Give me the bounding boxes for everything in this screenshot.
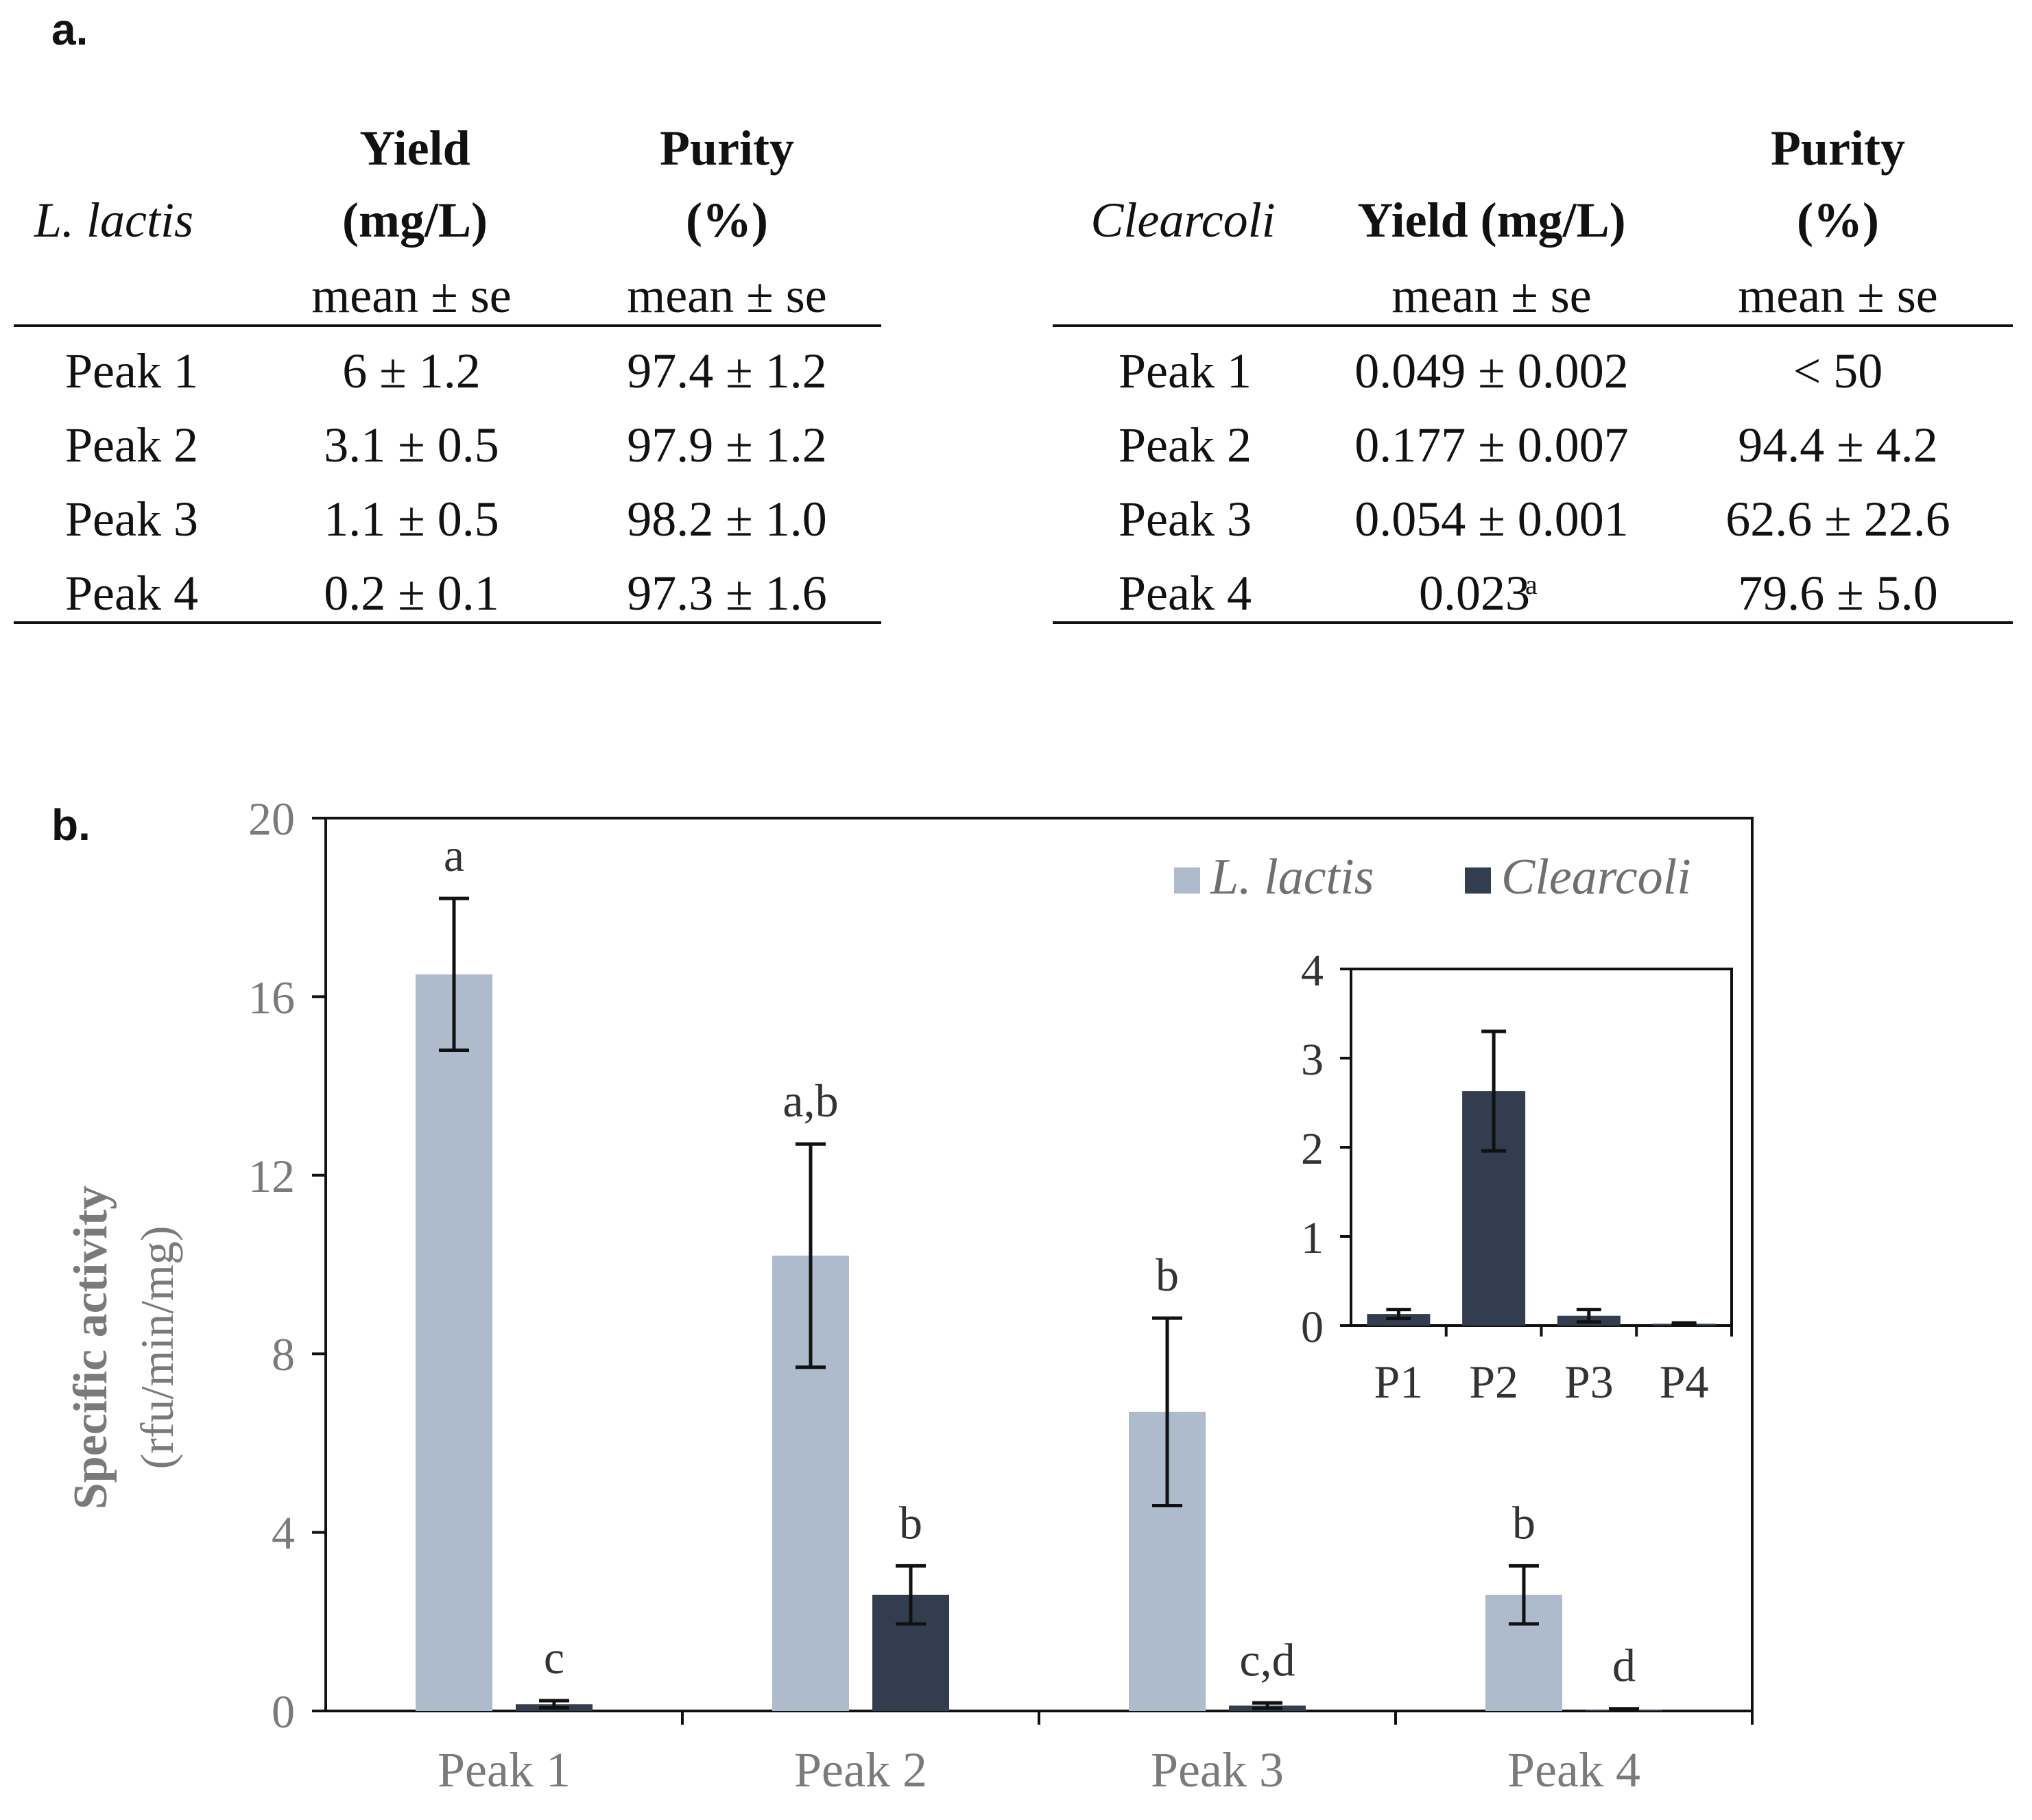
sig-letter-clearcoli-peak-2: b [899, 1496, 922, 1548]
main-ylabel: Specific activity [64, 1186, 117, 1509]
sig-letter-l-lactis-peak-4: b [1512, 1496, 1535, 1548]
right-row-2-peak: Peak 2 [1119, 418, 1252, 472]
legend-label-clearcoli: Clearcoli [1501, 849, 1691, 905]
right-table-purity-header-line2: (%) [1797, 193, 1879, 248]
right-row-4-yield-sup: a [1525, 569, 1538, 600]
bar-l-lactis-peak-1 [416, 974, 492, 1711]
left-row-3-purity: 98.2 ± 1.0 [627, 492, 827, 547]
left-row-2-peak: Peak 2 [65, 418, 198, 472]
legend-swatch-clearcoli [1465, 867, 1491, 894]
y-tick-label-12: 12 [248, 1150, 295, 1202]
y-tick-label-16: 16 [248, 971, 295, 1023]
main-y-ticks: 0 4 8 12 16 20 [248, 793, 326, 1738]
right-row-1-peak: Peak 1 [1119, 344, 1252, 398]
right-row-4-purity: 79.6 ± 5.0 [1738, 566, 1938, 621]
y-tick-label-4: 4 [272, 1507, 295, 1559]
inset-x-tick-label-P4: P4 [1660, 1356, 1709, 1408]
legend-label-l-lactis: L. lactis [1210, 849, 1374, 905]
legend: L. lactis Clearcoli [1174, 849, 1691, 905]
x-tick-label-3: Peak 3 [1151, 1743, 1284, 1797]
right-row-4-peak: Peak 4 [1119, 566, 1252, 621]
left-table-yield-sub: mean ± se [311, 268, 511, 323]
right-table-yield-sub: mean ± se [1391, 268, 1591, 323]
right-row-3-purity: 62.6 ± 22.6 [1725, 492, 1950, 547]
left-table-purity-header-line1: Purity [660, 121, 794, 176]
left-table-yield-header-line1: Yield [359, 121, 470, 176]
inset-y-ticks: 0 1 2 3 4 [1301, 946, 1351, 1352]
right-row-1-yield: 0.049 ± 0.002 [1354, 344, 1629, 398]
right-row-3-yield: 0.054 ± 0.001 [1354, 492, 1629, 547]
right-row-2-yield: 0.177 ± 0.007 [1354, 418, 1629, 472]
right-row-1-purity: < 50 [1793, 344, 1883, 398]
left-row-1-purity: 97.4 ± 1.2 [627, 344, 827, 398]
y-tick-label-20: 20 [248, 793, 295, 845]
x-tick-label-4: Peak 4 [1507, 1743, 1640, 1797]
right-table-organism: Clearcoli [1090, 193, 1275, 248]
inset-y-tick-label-2: 2 [1301, 1124, 1324, 1174]
inset-y-tick-label-3: 3 [1301, 1035, 1324, 1085]
sig-letter-clearcoli-peak-4: d [1612, 1640, 1636, 1692]
right-table-yield-header: Yield (mg/L) [1357, 193, 1625, 248]
inset-x-tick-label-P3: P3 [1564, 1356, 1614, 1408]
main-ylabel-units: (rfu/min/mg) [131, 1225, 183, 1469]
inset-x-labels: P1 P2 P3 P4 [1374, 1326, 1733, 1408]
legend-swatch-l-lactis [1174, 867, 1200, 894]
sig-letter-l-lactis-peak-3: b [1156, 1249, 1179, 1301]
left-row-4-peak: Peak 4 [65, 566, 198, 621]
main-bars: a c a,b b b c,d b d [416, 829, 1662, 1712]
inset-x-tick-label-P2: P2 [1469, 1356, 1518, 1408]
sig-letter-clearcoli-peak-1: c [544, 1631, 564, 1684]
sig-letter-l-lactis-peak-2: a,b [782, 1075, 838, 1127]
left-table-purity-header-line2: (%) [686, 193, 768, 248]
panel-a-label: a. [51, 5, 88, 54]
left-row-2-purity: 97.9 ± 1.2 [627, 418, 827, 472]
main-x-labels: Peak 1 Peak 2 Peak 3 Peak 4 [438, 1711, 1754, 1797]
left-row-2-yield: 3.1 ± 0.5 [324, 418, 499, 472]
sig-letter-clearcoli-peak-3: c,d [1239, 1633, 1295, 1686]
left-table-yield-header-line2: (mg/L) [342, 193, 488, 248]
inset-y-tick-label-4: 4 [1301, 946, 1324, 996]
left-table-purity-sub: mean ± se [627, 268, 826, 323]
inset-x-tick-label-P1: P1 [1374, 1356, 1423, 1408]
right-row-3-peak: Peak 3 [1119, 492, 1252, 547]
left-table: L. lactis Yield (mg/L) Purity (%) mean ±… [14, 121, 881, 624]
left-row-4-yield: 0.2 ± 0.1 [324, 566, 499, 621]
y-tick-label-0: 0 [272, 1686, 295, 1738]
x-tick-label-2: Peak 2 [794, 1743, 927, 1797]
inset-plot-frame [1350, 968, 1733, 1327]
left-row-1-yield: 6 ± 1.2 [342, 344, 481, 398]
y-tick-label-8: 8 [272, 1328, 295, 1380]
inset-chart: 0 1 2 3 4 P1 P2 P3 P4 [1301, 946, 1733, 1408]
right-table: Clearcoli Yield (mg/L) Purity (%) mean ±… [1053, 121, 2013, 624]
inset-bars [1367, 1029, 1716, 1327]
left-table-organism: L. lactis [34, 193, 193, 248]
panel-b-label: b. [51, 800, 91, 850]
inset-y-tick-label-1: 1 [1301, 1213, 1324, 1263]
inset-y-tick-label-0: 0 [1301, 1302, 1324, 1352]
left-row-4-purity: 97.3 ± 1.6 [627, 566, 827, 621]
left-row-3-peak: Peak 3 [65, 492, 198, 547]
right-row-2-purity: 94.4 ± 4.2 [1738, 418, 1938, 472]
left-row-3-yield: 1.1 ± 0.5 [324, 492, 499, 547]
sig-letter-l-lactis-peak-1: a [444, 829, 464, 881]
right-table-purity-header-line1: Purity [1771, 121, 1905, 176]
left-row-1-peak: Peak 1 [65, 344, 198, 398]
right-table-purity-sub: mean ± se [1738, 268, 1937, 323]
x-tick-label-1: Peak 1 [438, 1743, 571, 1797]
right-row-4-yield: 0.023 [1419, 566, 1530, 621]
